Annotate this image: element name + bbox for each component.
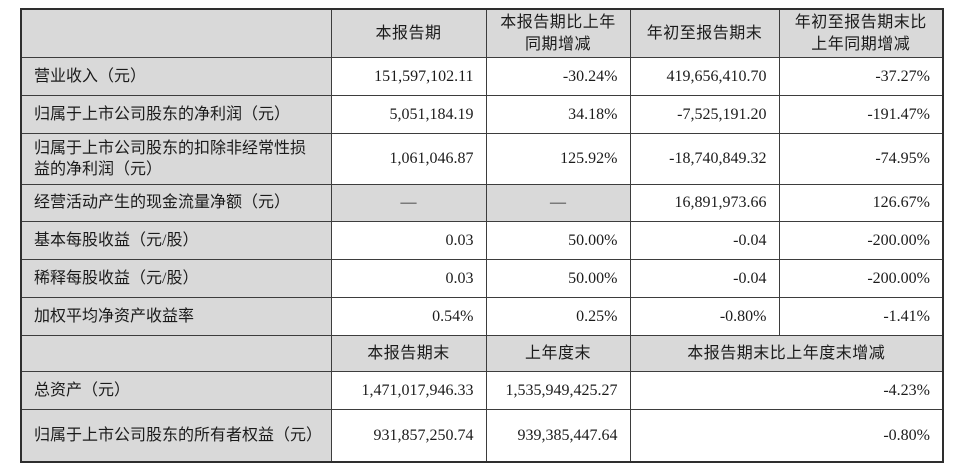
cell-ytd-yoy: 126.67% [778,184,944,223]
cell-current-period: 0.03 [330,259,487,299]
header-row-period: 本报告期 本报告期比上年同期增减 年初至报告期末 年初至报告期末比上年同期增减 [20,8,944,59]
table-row-diluted-eps: 稀释每股收益（元/股） 0.03 50.00% -0.04 -200.00% [20,259,944,299]
table-row-weighted-avg-roe: 加权平均净资产收益率 0.54% 0.25% -0.80% -1.41% [20,297,944,337]
header-period-end-change: 本报告期末比上年度末增减 [629,335,944,373]
header2-corner-cell [20,335,332,373]
cell-ytd: -0.80% [629,297,780,337]
cell-current-period-yoy: 34.18% [485,95,631,135]
cell-ytd: 16,891,973.66 [629,184,780,223]
header-ytd-yoy: 年初至报告期末比上年同期增减 [778,8,944,59]
cell-current-period-yoy-dash: — [485,184,631,223]
cell-current-period-yoy: 125.92% [485,133,631,186]
cell-ytd: -0.04 [629,259,780,299]
cell-ytd: -0.04 [629,221,780,261]
table-row-total-assets: 总资产（元） 1,471,017,946.33 1,535,949,425.27… [20,371,944,411]
cell-ytd: 419,656,410.70 [629,57,780,97]
table-row-equity-attributable: 归属于上市公司股东的所有者权益（元） 931,857,250.74 939,38… [20,409,944,463]
cell-ytd-yoy: -1.41% [778,297,944,337]
row-label: 基本每股收益（元/股） [20,221,332,261]
cell-current-period: 0.54% [330,297,487,337]
header-ytd: 年初至报告期末 [629,8,780,59]
financial-summary-table: 本报告期 本报告期比上年同期增减 年初至报告期末 年初至报告期末比上年同期增减 … [20,8,944,463]
cell-period-end-change: -0.80% [629,409,944,463]
cell-current-period: 151,597,102.11 [330,57,487,97]
row-label: 营业收入（元） [20,57,332,97]
table-row-revenue: 营业收入（元） 151,597,102.11 -30.24% 419,656,4… [20,57,944,97]
cell-period-end: 931,857,250.74 [330,409,487,463]
header-current-period-yoy: 本报告期比上年同期增减 [485,8,631,59]
row-label: 经营活动产生的现金流量净额（元） [20,184,332,223]
cell-prior-year-end: 939,385,447.64 [485,409,631,463]
row-label: 稀释每股收益（元/股） [20,259,332,299]
header-corner-cell [20,8,332,59]
cell-ytd-yoy: -200.00% [778,221,944,261]
cell-ytd: -7,525,191.20 [629,95,780,135]
header-prior-year-end: 上年度末 [485,335,631,373]
header-row-period-end: 本报告期末 上年度末 本报告期末比上年度末增减 [20,335,944,373]
cell-current-period-yoy: 50.00% [485,221,631,261]
cell-current-period: 5,051,184.19 [330,95,487,135]
row-label: 归属于上市公司股东的扣除非经常性损益的净利润（元） [20,133,332,186]
cell-ytd: -18,740,849.32 [629,133,780,186]
row-label: 归属于上市公司股东的所有者权益（元） [20,409,332,463]
table-row-basic-eps: 基本每股收益（元/股） 0.03 50.00% -0.04 -200.00% [20,221,944,261]
row-label: 归属于上市公司股东的净利润（元） [20,95,332,135]
row-label: 总资产（元） [20,371,332,411]
table-row-net-profit-excl-nonrecurring: 归属于上市公司股东的扣除非经常性损益的净利润（元） 1,061,046.87 1… [20,133,944,186]
header-period-end: 本报告期末 [330,335,487,373]
cell-current-period: 1,061,046.87 [330,133,487,186]
cell-ytd-yoy: -191.47% [778,95,944,135]
cell-current-period-yoy: 50.00% [485,259,631,299]
cell-current-period-yoy: 0.25% [485,297,631,337]
cell-current-period-dash: — [330,184,487,223]
cell-ytd-yoy: -37.27% [778,57,944,97]
table-row-net-profit: 归属于上市公司股东的净利润（元） 5,051,184.19 34.18% -7,… [20,95,944,135]
cell-prior-year-end: 1,535,949,425.27 [485,371,631,411]
cell-period-end: 1,471,017,946.33 [330,371,487,411]
cell-ytd-yoy: -74.95% [778,133,944,186]
cell-current-period-yoy: -30.24% [485,57,631,97]
cell-period-end-change: -4.23% [629,371,944,411]
row-label: 加权平均净资产收益率 [20,297,332,337]
cell-current-period: 0.03 [330,221,487,261]
cell-ytd-yoy: -200.00% [778,259,944,299]
table-row-operating-cash-flow: 经营活动产生的现金流量净额（元） — — 16,891,973.66 126.6… [20,184,944,223]
header-current-period: 本报告期 [330,8,487,59]
